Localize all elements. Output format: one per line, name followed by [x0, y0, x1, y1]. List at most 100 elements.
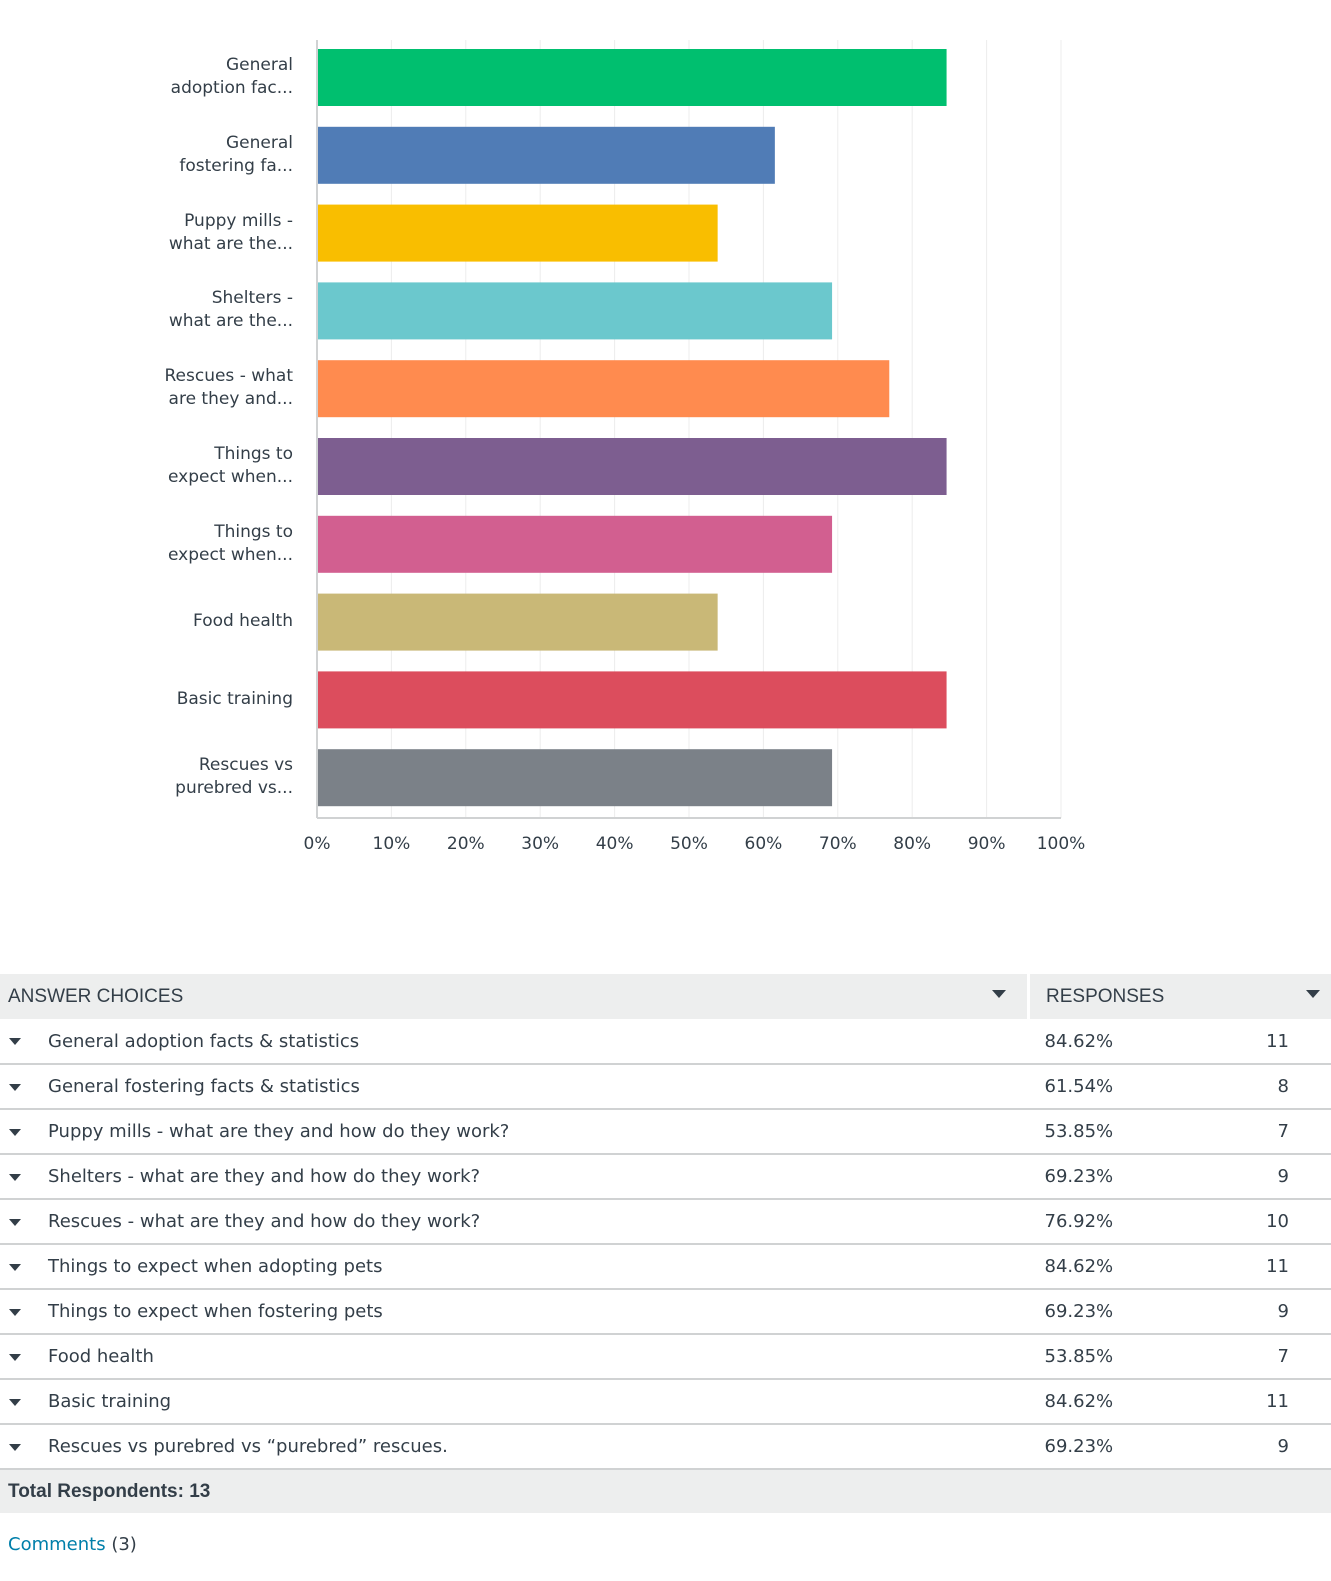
response-count: 11 [1266, 1256, 1289, 1277]
response-percent: 84.62% [1044, 1030, 1114, 1052]
choice-label: Things to expect when fostering pets [48, 1301, 383, 1322]
x-tick-label: 0% [304, 834, 331, 854]
chart-canvas: 0% 10% 20% 30% 40% 50% 60% 70% 80% 90% 100% [304, 40, 1086, 854]
response-percent: 69.23% [1044, 1166, 1114, 1187]
expand-caret-icon[interactable] [9, 1444, 21, 1451]
bar [318, 749, 833, 807]
response-count: 7 [1277, 1121, 1289, 1142]
x-tick-label: 50% [670, 834, 708, 854]
category-label: Shelters - what are the... [93, 282, 293, 338]
choice-cell: Things to expect when adopting pets [0, 1244, 1029, 1289]
choice-label: Shelters - what are they and how do they… [48, 1166, 481, 1187]
response-percent: 76.92% [1044, 1211, 1114, 1232]
choice-cell: Rescues vs purebred vs “purebred” rescue… [0, 1424, 1029, 1469]
choice-label: Rescues vs purebred vs “purebred” rescue… [48, 1436, 448, 1457]
results-table: ANSWER CHOICES RESPONSES General adoptio… [0, 974, 1331, 1513]
table-row[interactable]: Things to expect when fostering pets 69.2… [0, 1289, 1331, 1334]
choice-cell: General fostering facts & statistics [0, 1064, 1029, 1109]
category-label-line: General [226, 132, 293, 153]
response-percent: 84.62% [1044, 1256, 1114, 1277]
responses-header[interactable]: RESPONSES [1029, 974, 1331, 1019]
choice-label: Puppy mills - what are they and how do t… [48, 1121, 510, 1142]
x-tick-label: 30% [521, 834, 559, 854]
table-row[interactable]: Rescues - what are they and how do they … [0, 1199, 1331, 1244]
response-percent: 69.23% [1044, 1436, 1114, 1457]
choice-label: Food health [48, 1346, 154, 1367]
category-label: General fostering fa... [93, 127, 293, 183]
table-row[interactable]: Food health 53.85% 7 [0, 1334, 1331, 1379]
table-row[interactable]: Rescues vs purebred vs “purebred” rescue… [0, 1424, 1331, 1469]
bar [318, 515, 833, 573]
expand-caret-icon[interactable] [9, 1219, 21, 1226]
expand-caret-icon[interactable] [9, 1129, 21, 1136]
category-label-line: Rescues - what [164, 366, 293, 387]
choice-label: Rescues - what are they and how do they … [48, 1211, 481, 1232]
expand-caret-icon[interactable] [9, 1354, 21, 1361]
table-row[interactable]: Basic training 84.62% 11 [0, 1379, 1331, 1424]
response-percent: 53.85% [1044, 1121, 1114, 1142]
expand-caret-icon[interactable] [9, 1084, 21, 1091]
response-count: 11 [1266, 1391, 1289, 1412]
category-label-line: expect when... [167, 544, 293, 565]
category-label-line: fostering fa... [179, 155, 293, 176]
response-count: 7 [1277, 1346, 1289, 1367]
expand-caret-icon[interactable] [9, 1399, 21, 1406]
total-respondents: Total Respondents: 13 [8, 1480, 211, 1502]
choice-label: General adoption facts & statistics [48, 1030, 360, 1052]
expand-caret-icon[interactable] [9, 1264, 21, 1271]
category-label-line: what are the... [168, 311, 293, 332]
x-tick-label: 100% [1037, 834, 1086, 854]
bar [318, 282, 833, 340]
response-count: 9 [1277, 1301, 1289, 1322]
category-label: Food health [93, 594, 293, 650]
bar [318, 360, 890, 418]
category-label-line: Puppy mills - [184, 210, 293, 231]
category-label-line: Rescues vs [198, 755, 293, 776]
x-tick-label: 80% [893, 834, 931, 854]
sort-responses-caret-icon[interactable] [1306, 990, 1320, 998]
category-label-line: are they and... [168, 389, 293, 410]
x-tick-label: 60% [745, 834, 783, 854]
x-tick-label: 20% [447, 834, 485, 854]
sort-choices-caret-icon[interactable] [992, 990, 1006, 998]
answer-choices-header[interactable]: ANSWER CHOICES [0, 974, 1030, 1019]
bar [318, 671, 947, 729]
bar [318, 49, 947, 106]
category-label-line: what are the... [168, 233, 293, 254]
choice-cell: Basic training [0, 1379, 1029, 1424]
comments: Comments (3) [8, 1534, 137, 1555]
choice-cell: Food health [0, 1334, 1029, 1379]
comments-link[interactable]: Comments [8, 1534, 106, 1555]
choice-cell: General adoption facts & statistics [0, 1019, 1029, 1064]
category-label: General adoption fac... [93, 49, 293, 105]
choice-cell: Rescues - what are they and how do they … [0, 1199, 1029, 1244]
choice-cell: Shelters - what are they and how do they… [0, 1154, 1029, 1199]
table-row[interactable]: General fostering facts & statistics 61.5… [0, 1064, 1331, 1109]
response-count: 8 [1277, 1076, 1289, 1097]
response-count: 9 [1277, 1436, 1289, 1457]
category-label-line: expect when... [167, 467, 293, 487]
category-label: Puppy mills - what are the... [93, 205, 293, 261]
table-row[interactable]: Puppy mills - what are they and how do t… [0, 1109, 1331, 1154]
category-label: Things to expect when... [93, 516, 293, 572]
response-percent: 53.85% [1044, 1346, 1114, 1367]
response-percent: 84.62% [1044, 1391, 1114, 1412]
choice-cell: Things to expect when fostering pets [0, 1289, 1029, 1334]
expand-caret-icon[interactable] [9, 1174, 21, 1181]
response-count: 10 [1266, 1211, 1289, 1232]
expand-caret-icon[interactable] [9, 1309, 21, 1316]
x-tick-label: 40% [596, 834, 634, 854]
table-row[interactable]: General adoption facts & statistics 84.62… [0, 1019, 1331, 1064]
bar [318, 593, 718, 651]
category-label-line: adoption fac... [170, 78, 293, 98]
answer-choices-header-label: ANSWER CHOICES [8, 985, 184, 1007]
x-tick-label: 70% [819, 834, 857, 854]
table-row[interactable]: Shelters - what are they and how do they… [0, 1154, 1331, 1199]
category-label-line: Things to [214, 444, 293, 464]
table-row[interactable]: Things to expect when adopting pets 84.62… [0, 1244, 1331, 1289]
bar [318, 204, 718, 262]
category-label: Things to expect when... [93, 438, 293, 494]
choice-label: General fostering facts & statistics [48, 1076, 360, 1097]
expand-caret-icon[interactable] [9, 1038, 21, 1045]
bar-chart: 0% 10% 20% 30% 40% 50% 60% 70% 80% 90% 100% Genera… [93, 40, 1086, 854]
